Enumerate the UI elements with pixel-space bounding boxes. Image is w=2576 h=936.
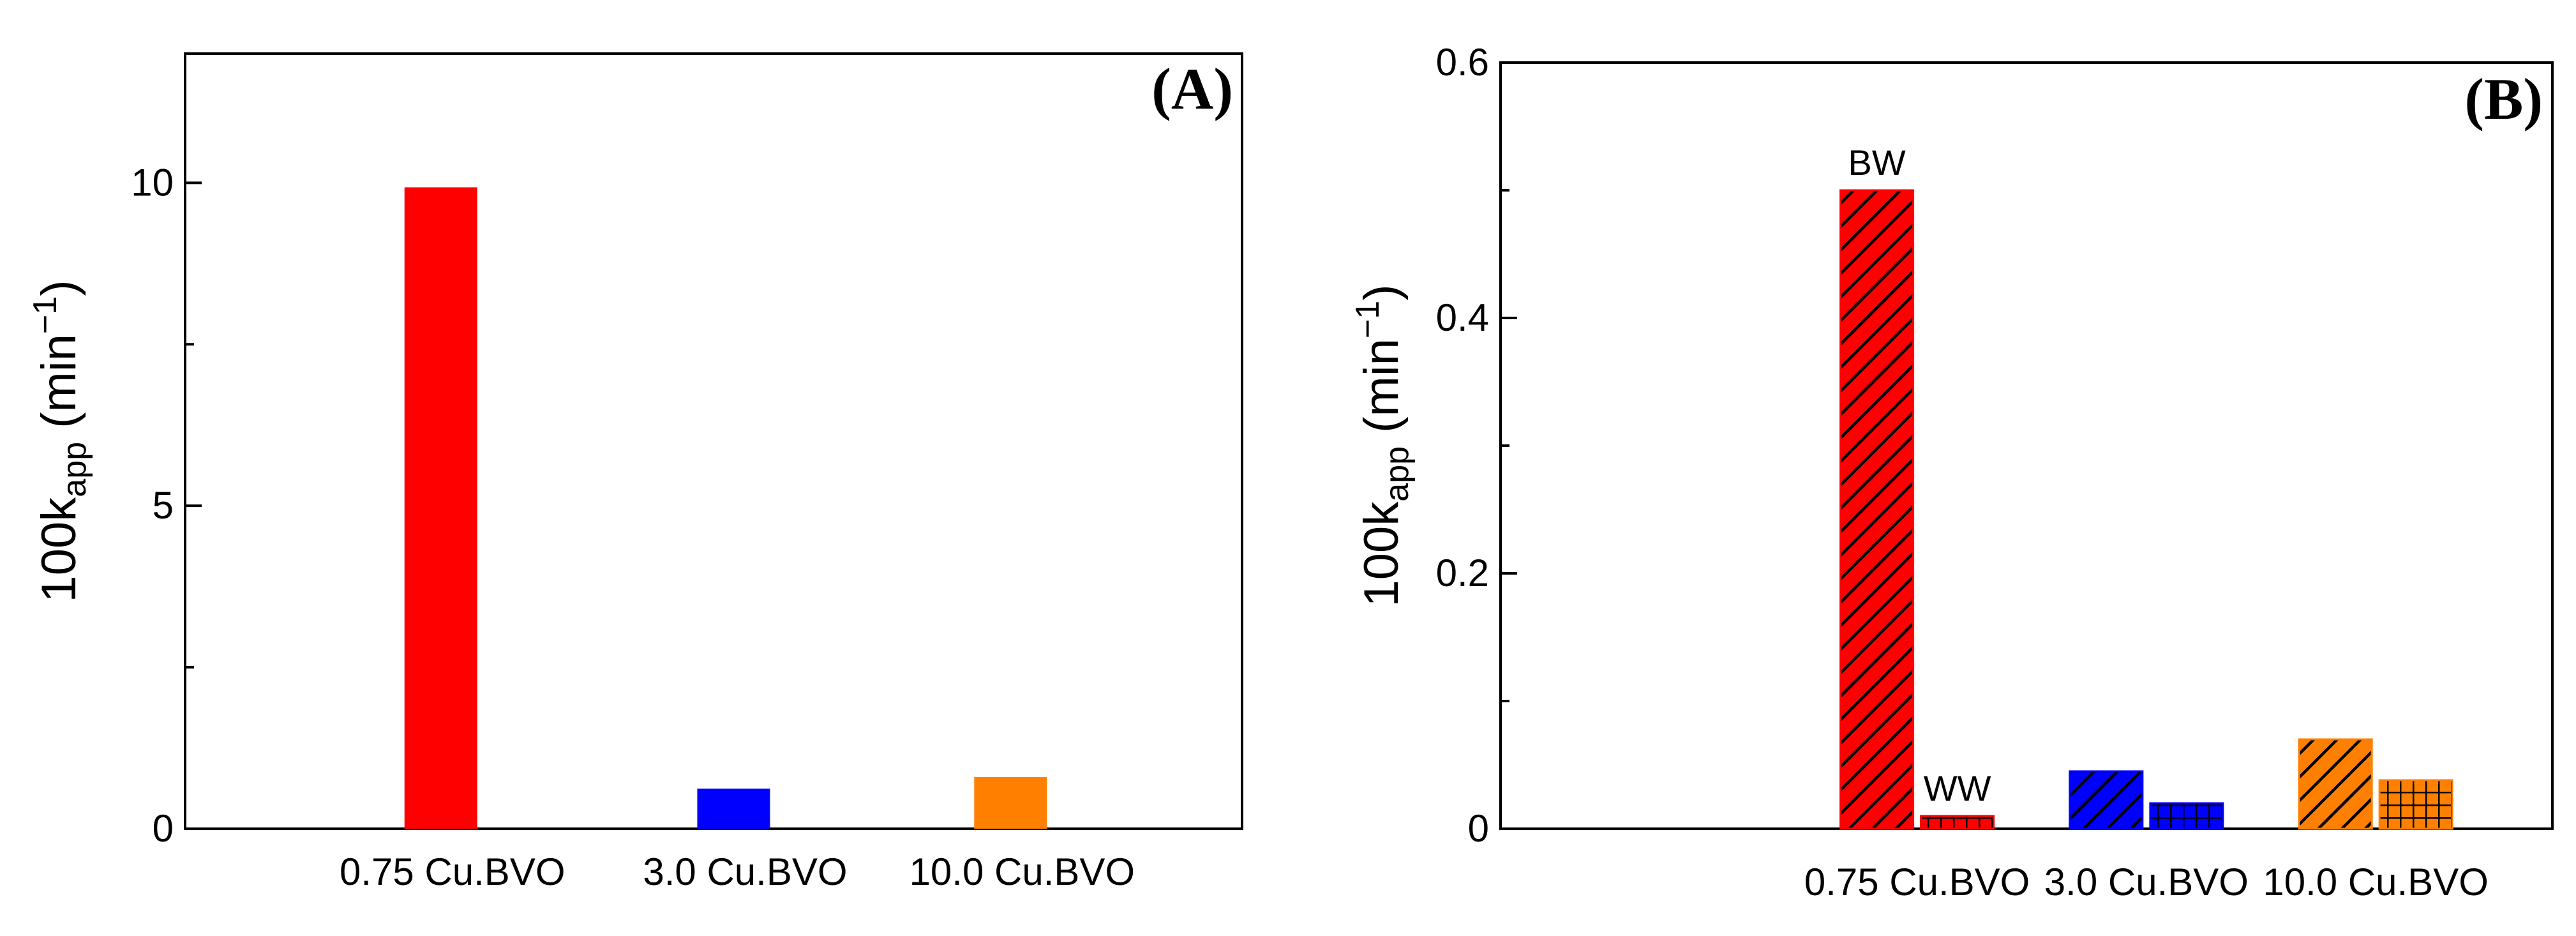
y-tick-label-a: 5: [153, 484, 174, 527]
plot-frame-a: [184, 52, 1243, 830]
y-label-unit-b: (min: [1354, 338, 1409, 446]
panel-a: 0 5 10 0.75 Cu.BVO 3.0 Cu.BVO 10.0 Cu.BVO (A…: [27, 52, 1243, 893]
y-label-sub-b: app: [1379, 446, 1416, 502]
y-label-exp-b: −1: [1349, 301, 1386, 338]
bar-a-2: [974, 777, 1047, 829]
y-tick-label-b: 0.4: [1436, 296, 1489, 339]
panel-b: 0 0.2 0.4 0.6 0.75 Cu.BVO 3.0 Cu.BVO 10.0 Cu.…: [1349, 41, 2554, 903]
annotation-bw: BW: [1848, 142, 1905, 183]
bars-b: [1839, 189, 2453, 830]
y-tick-label-b: 0.2: [1436, 552, 1489, 594]
y-axis-ticks-a: 0 5 10: [131, 161, 202, 850]
y-label-main-b: 100k: [1354, 501, 1409, 607]
bar-a-1: [697, 789, 770, 829]
x-tick-label-b: 10.0 Cu.BVO: [2263, 861, 2489, 903]
x-tick-labels-a: 0.75 Cu.BVO 3.0 Cu.BVO 10.0 Cu.BVO: [340, 850, 1135, 893]
plot-frame-b: [1499, 61, 2554, 830]
y-axis-ticks-b: 0 0.2 0.4 0.6: [1436, 41, 1517, 850]
y-axis-label-b: 100kapp (min−1): [1349, 284, 1416, 607]
annotation-ww: WW: [1924, 768, 1991, 808]
panel-label-a: (A): [1151, 56, 1233, 121]
x-tick-label-b: 0.75 Cu.BVO: [1804, 861, 2030, 903]
bar-b-bw-0: [1839, 189, 1915, 830]
y-tick-label-a: 10: [131, 161, 174, 204]
panel-label-b: (B): [2464, 66, 2543, 132]
y-tick-label-a: 0: [153, 807, 174, 850]
bar-b-bw-1: [2069, 770, 2144, 830]
bar-a-0: [404, 187, 477, 829]
y-label-close-b: ): [1354, 284, 1409, 300]
x-tick-labels-b: 0.75 Cu.BVO 3.0 Cu.BVO 10.0 Cu.BVO: [1804, 861, 2489, 903]
y-axis-label-a: 100kapp (min−1): [27, 280, 93, 602]
bar-b-ww-0: [1920, 815, 1995, 830]
x-tick-label-a: 0.75 Cu.BVO: [340, 850, 565, 893]
y-label-sub-a: app: [56, 442, 93, 497]
y-label-close-a: ): [32, 280, 86, 296]
bar-b-ww-2: [2378, 779, 2453, 830]
x-tick-label-a: 3.0 Cu.BVO: [643, 850, 847, 893]
y-label-main-a: 100k: [32, 497, 86, 603]
y-tick-label-b: 0.6: [1436, 41, 1489, 84]
x-tick-label-b: 3.0 Cu.BVO: [2044, 861, 2249, 903]
y-label-unit-a: (min: [32, 334, 86, 442]
bar-b-ww-1: [2149, 802, 2224, 830]
bar-b-bw-2: [2298, 738, 2373, 830]
y-tick-label-b: 0: [1468, 807, 1489, 850]
bars-a: [404, 187, 1047, 829]
y-label-exp-a: −1: [27, 296, 64, 334]
x-tick-label-a: 10.0 Cu.BVO: [910, 850, 1135, 893]
